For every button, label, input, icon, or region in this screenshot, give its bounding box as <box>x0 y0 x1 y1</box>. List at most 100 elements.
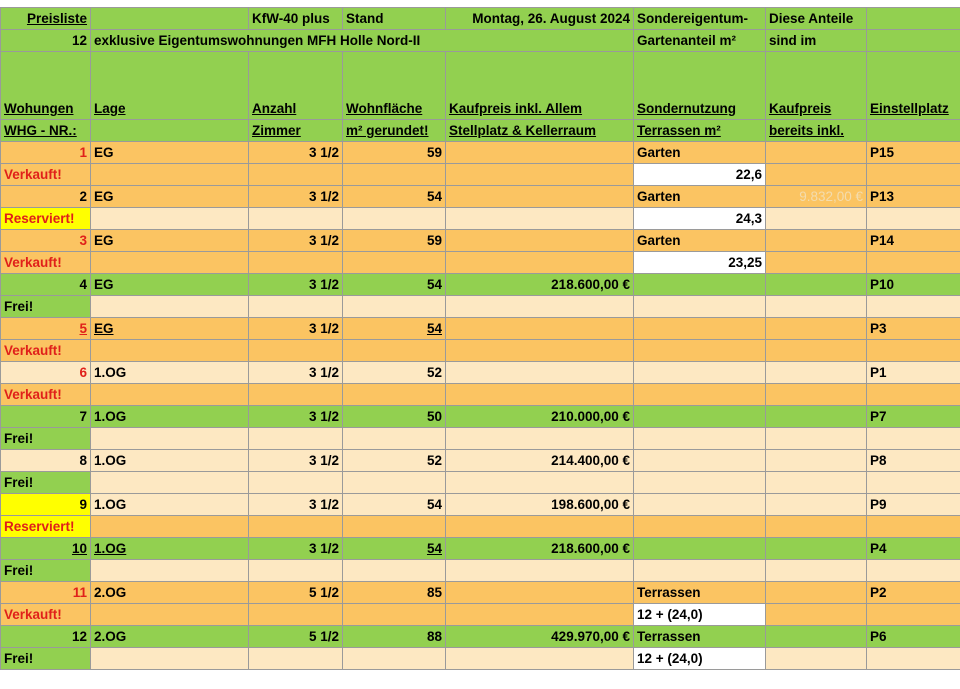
cell <box>90 427 249 450</box>
cell <box>342 515 446 538</box>
cell <box>248 207 343 230</box>
unit-number: 1 <box>0 141 91 164</box>
cell <box>633 559 766 582</box>
area: 54 <box>342 185 446 208</box>
unit-row: 10 1.OG 3 1/2 54 218.600,00 € P4 <box>0 537 960 560</box>
parking: P9 <box>866 493 960 516</box>
unit-row: 2 EG 3 1/2 54 Garten 9.832,00 € P13 <box>0 185 960 208</box>
rooms: 3 1/2 <box>248 141 343 164</box>
unit-row: 8 1.OG 3 1/2 52 214.400,00 € P8 <box>0 449 960 472</box>
cell <box>342 339 446 362</box>
price: 198.600,00 € <box>445 493 634 516</box>
price: 218.600,00 € <box>445 537 634 560</box>
cell <box>765 427 867 450</box>
cell <box>765 273 867 296</box>
unit-number: 11 <box>0 581 91 604</box>
unit-number: 9 <box>0 493 91 516</box>
unit-row: Verkauft! 23,25 <box>0 251 960 274</box>
cell <box>765 625 867 648</box>
area: 54 <box>342 273 446 296</box>
floor: 2.OG <box>90 581 249 604</box>
column-header: Wohungen <box>0 51 91 120</box>
parking: P13 <box>866 185 960 208</box>
unit-row: Verkauft! <box>0 383 960 406</box>
rooms: 3 1/2 <box>248 493 343 516</box>
cell <box>248 251 343 274</box>
parking: P14 <box>866 229 960 252</box>
cell <box>633 449 766 472</box>
header-row: Preisliste KfW-40 plus Stand Montag, 26.… <box>0 7 960 30</box>
area: 88 <box>342 625 446 648</box>
cell <box>765 405 867 428</box>
cell <box>445 559 634 582</box>
parking: P8 <box>866 449 960 472</box>
status: Frei! <box>0 559 91 582</box>
unit-number: 3 <box>0 229 91 252</box>
column-header: WHG - NR.: <box>0 119 91 142</box>
cell <box>90 647 249 670</box>
area: 59 <box>342 141 446 164</box>
status: Reserviert! <box>0 207 91 230</box>
energy: KfW-40 plus <box>248 7 343 30</box>
status: Verkauft! <box>0 339 91 362</box>
floor: EG <box>90 185 249 208</box>
unit-row: Verkauft! 12 + (24,0) <box>0 603 960 626</box>
cell <box>445 163 634 186</box>
date: Montag, 26. August 2024 <box>445 7 634 30</box>
floor: 1.OG <box>90 537 249 560</box>
cell <box>248 295 343 318</box>
unit-row: Reserviert! <box>0 515 960 538</box>
subtitle: exklusive Eigentumswohnungen MFH Holle N… <box>90 29 634 52</box>
cell <box>765 317 867 340</box>
unit-row: 4 EG 3 1/2 54 218.600,00 € P10 <box>0 273 960 296</box>
unit-row: Frei! <box>0 471 960 494</box>
column-header: Lage <box>90 51 249 120</box>
unit-row: 7 1.OG 3 1/2 50 210.000,00 € P7 <box>0 405 960 428</box>
cell <box>342 251 446 274</box>
rooms: 3 1/2 <box>248 537 343 560</box>
cell <box>90 7 249 30</box>
floor: 1.OG <box>90 493 249 516</box>
column-header: bereits inkl. <box>765 119 867 142</box>
cell <box>90 603 249 626</box>
unit-row: Frei! 12 + (24,0) <box>0 647 960 670</box>
cell <box>765 471 867 494</box>
cell <box>633 317 766 340</box>
unit-number: 5 <box>0 317 91 340</box>
cell <box>445 603 634 626</box>
cell <box>765 581 867 604</box>
parking: P7 <box>866 405 960 428</box>
column-header: m² gerundet! <box>342 119 446 142</box>
cell <box>866 7 960 30</box>
unit-row: 5 EG 3 1/2 54 P3 <box>0 317 960 340</box>
cell <box>248 383 343 406</box>
cell <box>445 581 634 604</box>
special-use: Garten <box>633 141 766 164</box>
unit-number: 7 <box>0 405 91 428</box>
area: 54 <box>342 493 446 516</box>
date-label: Stand <box>342 7 446 30</box>
column-header: Terrassen m² <box>633 119 766 142</box>
cell <box>866 251 960 274</box>
area: 52 <box>342 449 446 472</box>
cell <box>445 383 634 406</box>
rooms: 3 1/2 <box>248 361 343 384</box>
unit-row: Verkauft! 22,6 <box>0 163 960 186</box>
status: Verkauft! <box>0 603 91 626</box>
unit-row: Frei! <box>0 427 960 450</box>
cell <box>342 427 446 450</box>
floor: 1.OG <box>90 405 249 428</box>
parking: P2 <box>866 581 960 604</box>
unit-number: 4 <box>0 273 91 296</box>
cell <box>765 603 867 626</box>
cell <box>765 515 867 538</box>
area: 54 <box>342 537 446 560</box>
cell <box>90 163 249 186</box>
cell <box>633 383 766 406</box>
column-header: Stellplatz & Kellerraum <box>445 119 634 142</box>
cell <box>342 471 446 494</box>
status: Verkauft! <box>0 383 91 406</box>
unit-number: 2 <box>0 185 91 208</box>
cell <box>866 339 960 362</box>
